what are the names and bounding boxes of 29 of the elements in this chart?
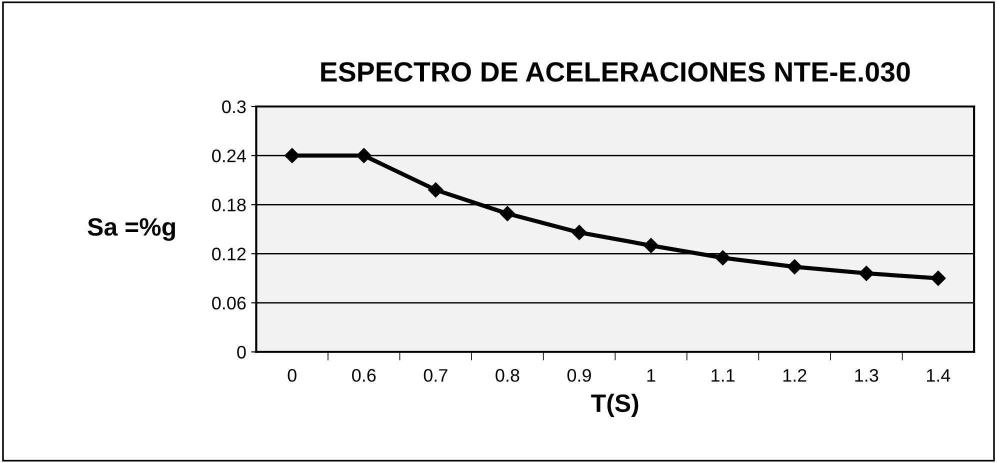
- y-tick-label: 0.18: [212, 198, 246, 212]
- x-tick-label: 0.9: [567, 369, 591, 382]
- y-axis-title: Sa =%g: [88, 218, 175, 241]
- y-tick-label: 0.24: [212, 150, 246, 162]
- point: [930, 270, 946, 286]
- x-tick-label: 1.1: [712, 369, 734, 382]
- x-axis-title: T(S): [591, 394, 638, 418]
- point: [572, 224, 587, 240]
- point: [787, 259, 802, 274]
- point: [715, 250, 730, 266]
- y-tick-label: 0.06: [212, 296, 246, 310]
- point: [643, 238, 659, 254]
- y-tick-label: 0: [237, 346, 246, 359]
- x-tick-label: 0.6: [352, 369, 376, 382]
- x-tick-label: 1.4: [927, 369, 950, 382]
- x-tick-label: 1: [647, 369, 656, 382]
- x-tick-label: 0: [288, 369, 296, 382]
- point: [858, 266, 874, 281]
- point: [284, 148, 300, 164]
- x-tick-label: 1.2: [783, 369, 806, 382]
- x-tick-label: 0.7: [424, 369, 448, 382]
- y-tick-label: 0.12: [212, 248, 246, 260]
- point: [500, 206, 516, 222]
- point: [428, 182, 444, 198]
- y-tick-label: 0.3: [222, 100, 246, 114]
- point: [356, 148, 372, 164]
- x-tick-label: 1.3: [855, 369, 878, 382]
- x-tick-label: 0.8: [496, 369, 520, 382]
- chart-title: ESPECTRO DE ACELERACIONES NTE-E.030: [321, 62, 910, 82]
